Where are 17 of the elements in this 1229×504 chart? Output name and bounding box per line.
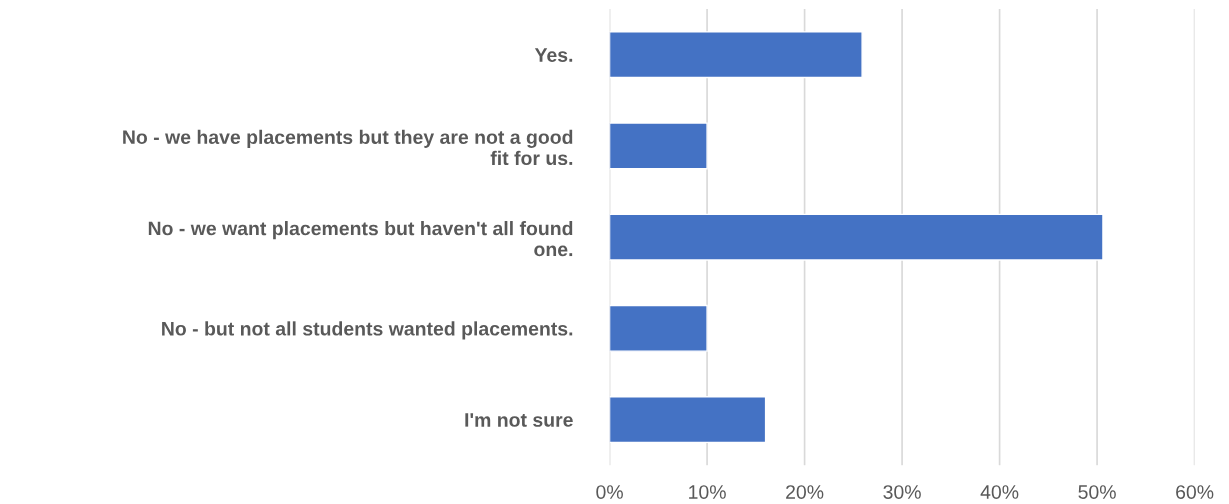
y-tick-label: No - but not all students wanted placements. [162,321,573,340]
x-tick-label: 40% [980,485,1019,499]
bar [609,304,708,352]
x-tick-label: 50% [1078,485,1116,499]
y-tick-label: No - we want placements but haven't all found one. [148,221,573,257]
x-tick-label: 0% [596,485,623,499]
bar [609,122,708,170]
y-tick-label: Yes. [534,48,573,62]
bar [609,213,1104,261]
y-tick-label: I'm not sure [465,413,573,427]
x-tick-label: 20% [786,485,824,499]
bar [609,396,767,444]
x-tick-label: 60% [1176,485,1214,499]
x-tick-label: 30% [883,485,921,499]
bar [609,31,863,79]
y-tick-label: No - we have placements but they are not a good fit for us. [123,129,573,166]
x-tick-label: 10% [689,485,726,499]
